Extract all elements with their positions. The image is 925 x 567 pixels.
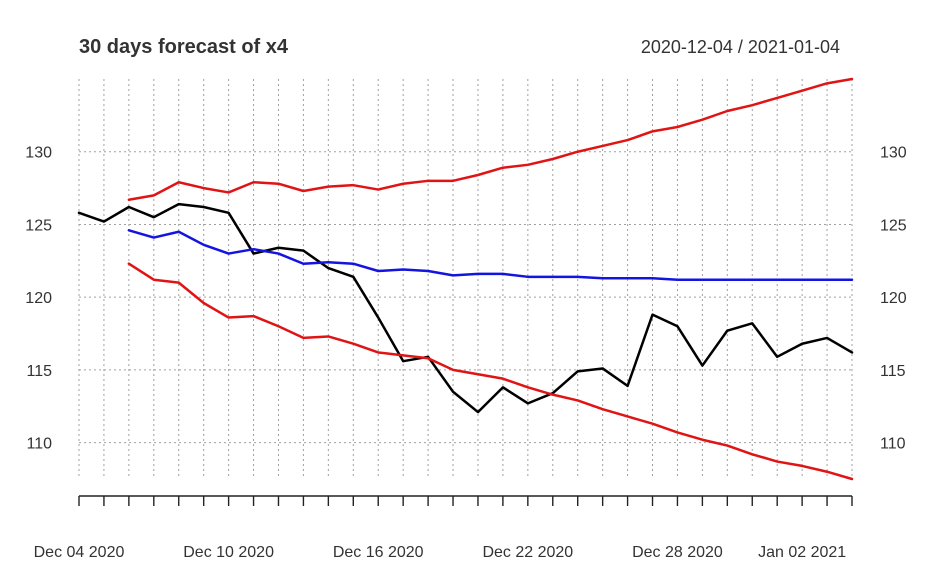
grid [78, 79, 853, 479]
y-axis-right: 110 115 120 125 130 [880, 145, 907, 453]
y-tick-label-right: 130 [880, 145, 907, 162]
y-tick-label-left: 115 [26, 363, 52, 380]
y-axis-left: 110 115 120 125 130 [25, 145, 52, 453]
x-tick-label: Dec 04 2020 [34, 544, 125, 561]
y-tick-label-right: 120 [880, 290, 907, 307]
y-tick-label-left: 130 [25, 145, 52, 162]
x-tick-label: Dec 28 2020 [632, 544, 723, 561]
y-tick-label-right: 115 [880, 363, 906, 380]
y-tick-label-right: 110 [880, 436, 906, 453]
series-line-0 [77, 202, 854, 414]
x-axis: Dec 04 2020 Dec 10 2020 Dec 16 2020 Dec 22 … [34, 495, 853, 561]
date-range-label: 2020-12-04 / 2021-01-04 [641, 37, 840, 57]
y-tick-label-left: 120 [25, 290, 52, 307]
x-tick-label: Dec 10 2020 [183, 544, 274, 561]
x-tick-label: Jan 02 2021 [758, 544, 846, 561]
x-tick-label: Dec 22 2020 [482, 544, 573, 561]
x-tick-label: Dec 16 2020 [333, 544, 424, 561]
y-tick-label-left: 110 [26, 436, 52, 453]
series-line-3 [127, 262, 854, 481]
series-line-2 [127, 77, 854, 201]
series-line-1 [127, 229, 854, 281]
series-group [77, 77, 854, 481]
y-tick-label-left: 125 [25, 217, 52, 234]
chart-title: 30 days forecast of x4 [79, 36, 289, 58]
y-tick-label-right: 125 [880, 217, 907, 234]
